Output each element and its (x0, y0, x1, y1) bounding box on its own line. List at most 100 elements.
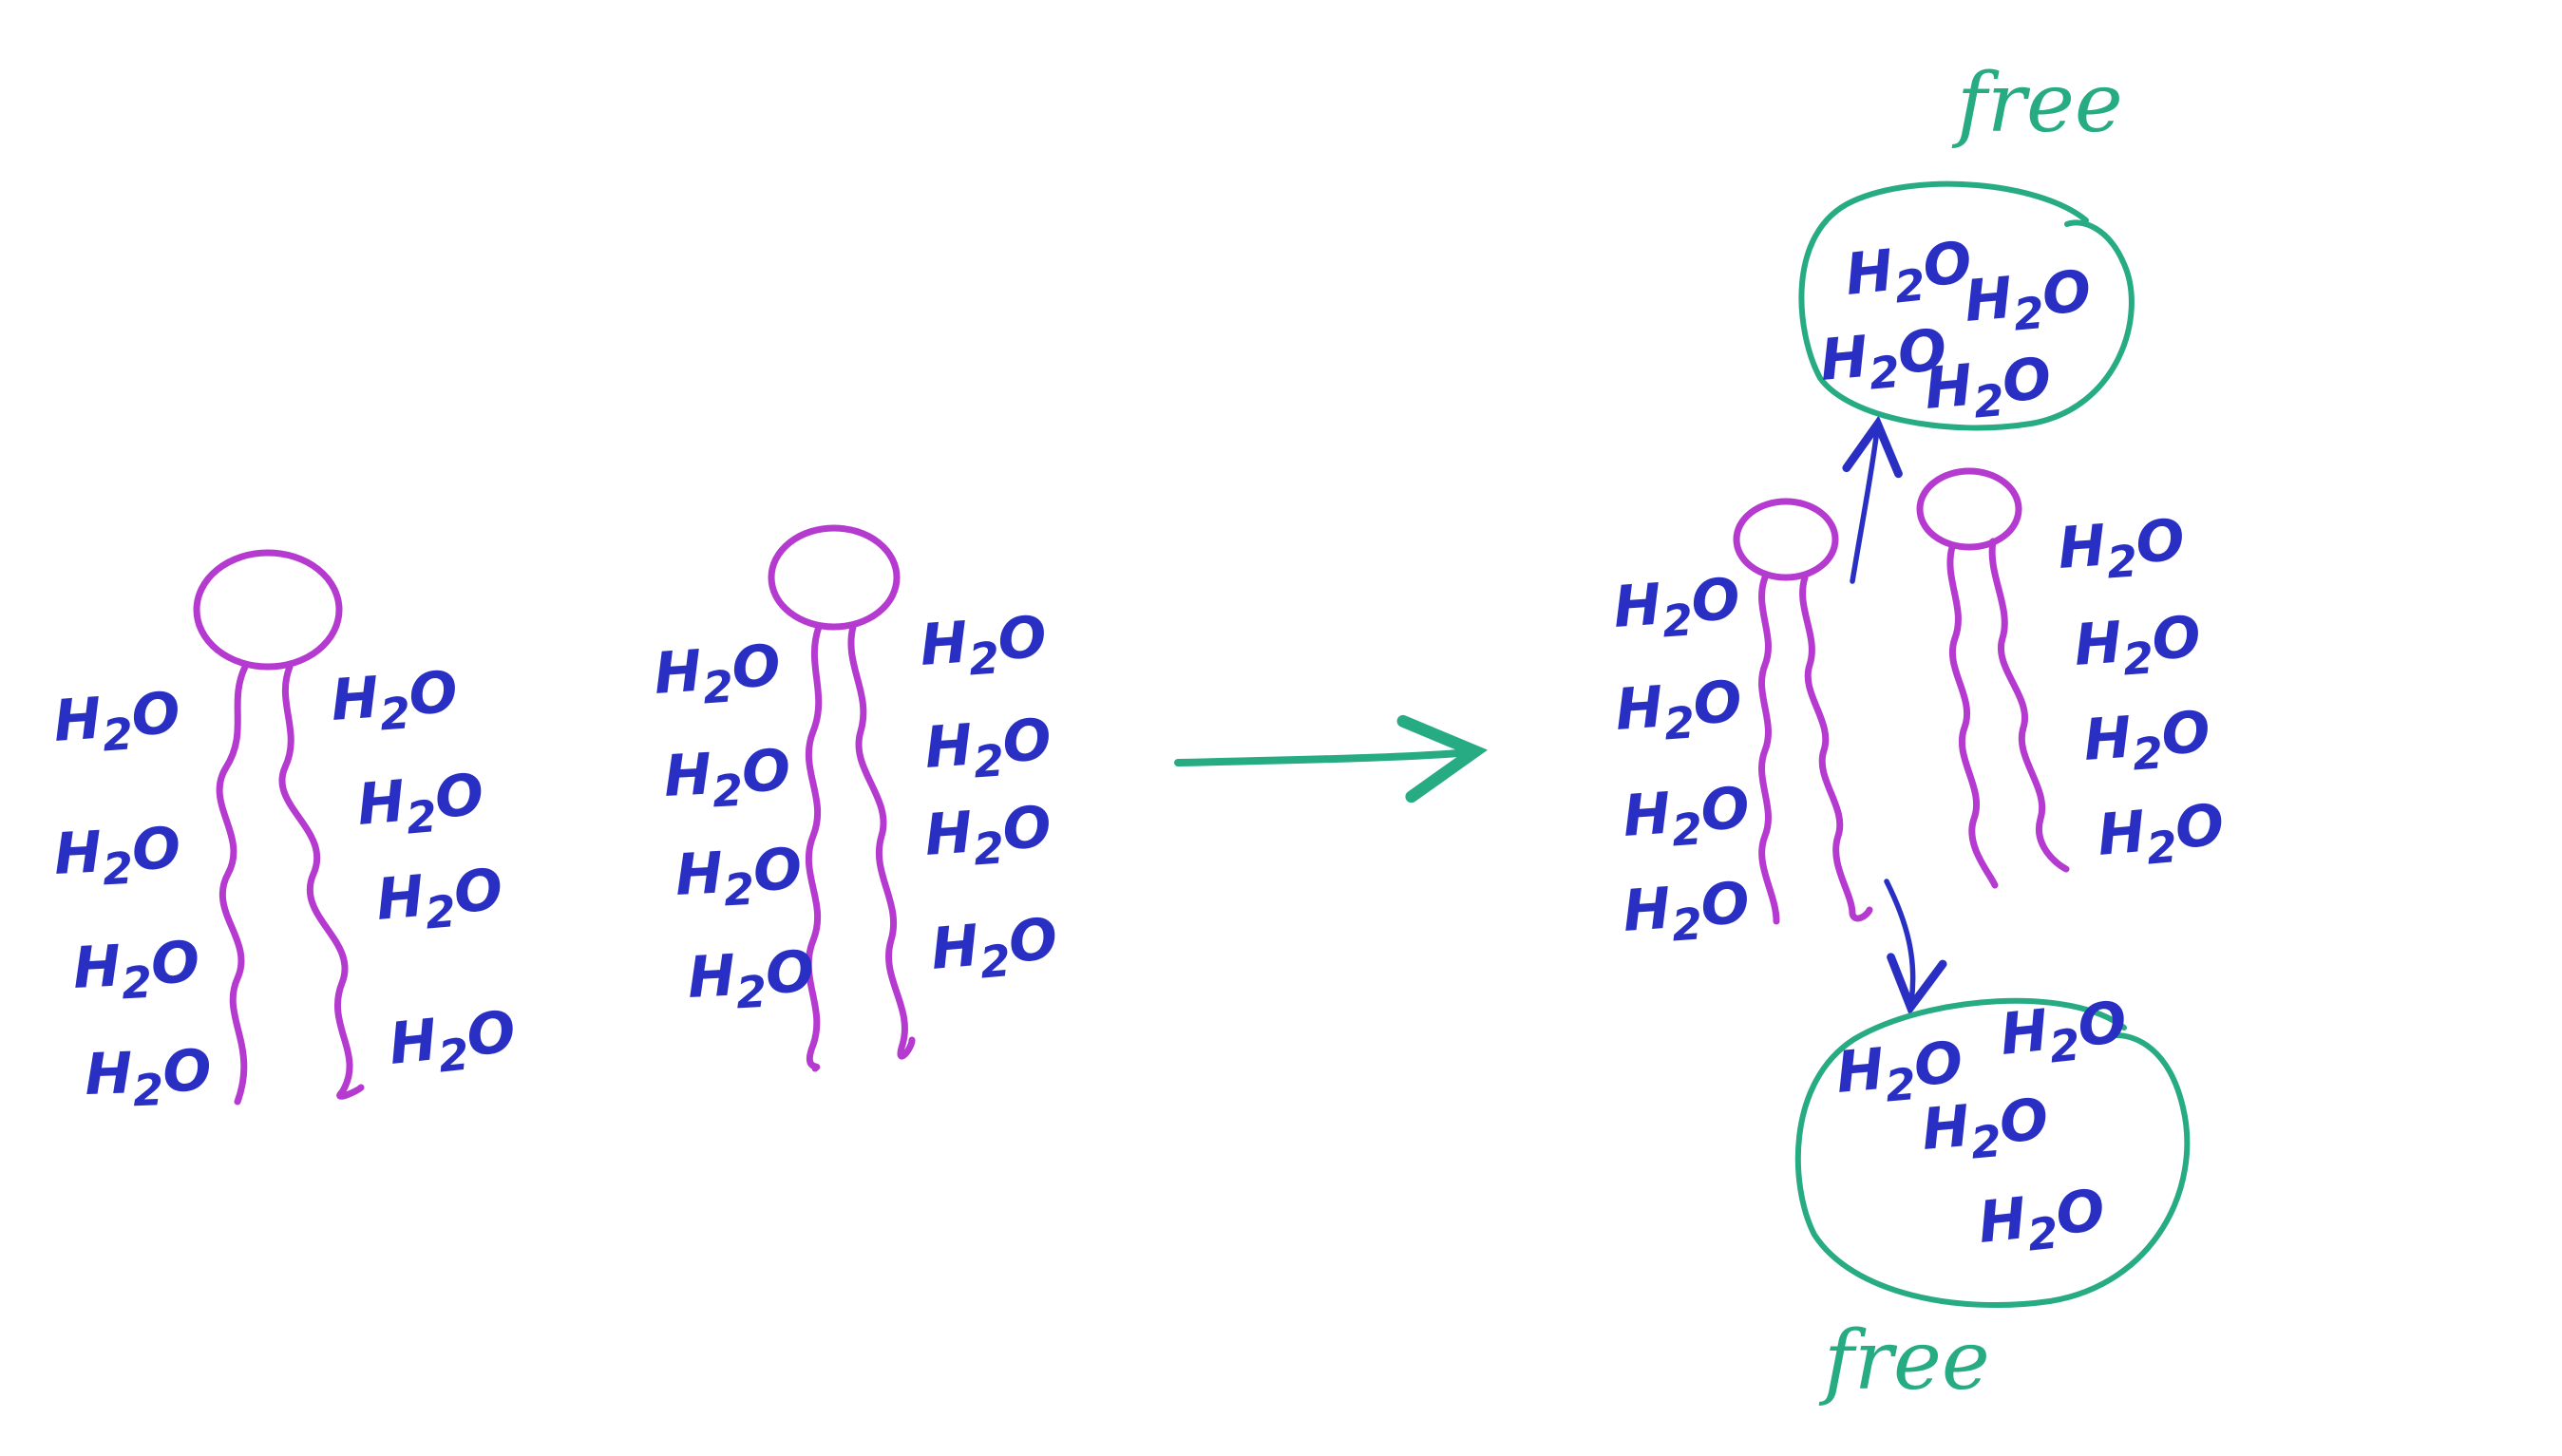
water-label-h: H (354, 768, 408, 839)
lipid-molecule-1 (193, 549, 365, 1106)
water-label-subscript: 2 (1892, 259, 1927, 313)
water-label-h: H (1611, 572, 1663, 641)
lipid-tail-3a (1758, 574, 1780, 925)
water-label-16: H2O (928, 906, 1061, 993)
water-label-8: H2O (386, 998, 520, 1087)
release-arrow-down (1884, 879, 1947, 1016)
water-label-subscript: 2 (1670, 898, 1704, 951)
water-label-o: O (1000, 707, 1053, 776)
water-label-4: H2O (354, 762, 487, 848)
water-label-h: H (922, 712, 975, 782)
water-label-subscript: 2 (132, 1064, 164, 1116)
water-label-h: H (1997, 997, 2051, 1068)
water-label-subscript: 2 (1972, 374, 2007, 428)
water-label-h: H (674, 840, 725, 909)
water-label-subscript: 2 (1969, 1115, 2004, 1169)
water-label-h: H (928, 913, 981, 983)
transition-arrow (1174, 714, 1489, 804)
water-label-h: H (386, 1007, 440, 1078)
water-label-h: H (1833, 1036, 1887, 1106)
release-arrow-up (1842, 415, 1903, 584)
water-label-h: H (1613, 674, 1665, 744)
water-label-o: O (1000, 794, 1053, 863)
water-label-1: H2O (51, 680, 183, 765)
water-label-h: H (2081, 705, 2134, 774)
water-label-subscript: 2 (101, 708, 135, 761)
water-label-subscript: 2 (735, 966, 769, 1019)
water-label-h: H (1919, 1093, 1972, 1163)
lipid-molecule-3 (1733, 498, 1873, 925)
water-label-o: O (764, 938, 816, 1008)
lipid-tail-3b (1799, 574, 1873, 922)
water-label-o: O (451, 857, 505, 927)
water-label-22: H2O (2072, 604, 2204, 689)
water-label-o: O (751, 836, 804, 905)
water-label-o: O (740, 737, 792, 806)
water-label-h: H (1621, 781, 1673, 850)
water-label-2: H2O (329, 659, 461, 744)
water-label-subscript: 2 (1670, 803, 1704, 856)
water-label-h: H (686, 942, 737, 1012)
water-label-o: O (1920, 229, 1975, 300)
lipid-head-3 (1733, 498, 1839, 581)
water-label-28: H2O (1922, 346, 2055, 432)
water-label-19: H2O (1621, 775, 1753, 860)
water-label-subscript: 2 (1661, 594, 1695, 647)
arrows (1174, 415, 1947, 1016)
water-label-subscript: 2 (424, 885, 459, 939)
water-label-h: H (918, 610, 970, 679)
water-label-subscript: 2 (723, 863, 756, 917)
lipid-tail-2b (847, 623, 916, 1060)
water-label-o: O (2150, 604, 2203, 673)
water-label-h: H (2072, 610, 2124, 679)
water-label-11: H2O (662, 737, 792, 820)
free-label-bottom: free (1818, 1314, 1990, 1409)
water-label-o: O (2159, 699, 2212, 768)
lipid-tail-4b (1988, 538, 2070, 873)
water-label-h: H (52, 819, 104, 888)
water-label-h: H (71, 933, 123, 1002)
water-label-o: O (2075, 989, 2130, 1060)
water-label-h: H (329, 665, 381, 734)
water-label-12: H2O (922, 707, 1054, 791)
lipid-head-2 (768, 524, 901, 631)
water-label-h: H (1962, 265, 2015, 335)
water-label-o: O (1689, 566, 1742, 635)
water-label-25: H2O (1842, 229, 1976, 317)
water-label-subscript: 2 (2012, 287, 2047, 341)
water-label-o: O (2134, 507, 2187, 577)
water-label-h: H (2095, 799, 2148, 869)
water-label-subscript: 2 (978, 935, 1014, 989)
water-label-30: H2O (1997, 989, 2131, 1077)
water-label-subscript: 2 (2145, 821, 2180, 875)
water-label-subscript: 2 (1868, 346, 1903, 400)
water-label-subscript: 2 (712, 765, 745, 818)
lipid-molecules (193, 467, 2070, 1106)
water-label-20: H2O (1621, 870, 1753, 955)
water-label-o: O (1006, 906, 1060, 976)
water-label-subscript: 2 (121, 956, 154, 1010)
water-label-subscript: 2 (378, 687, 412, 740)
free-label-top: free (1951, 56, 2123, 151)
water-label-h: H (662, 741, 713, 810)
water-label-18: H2O (1613, 669, 1745, 753)
water-label-o: O (1691, 669, 1744, 738)
water-label-21: H2O (2056, 507, 2188, 592)
free-water-circle-bottom (1794, 997, 2191, 1309)
water-label-27: H2O (1817, 317, 1950, 404)
lipid-molecule-2 (768, 524, 916, 1072)
water-label-subscript: 2 (2047, 1019, 2082, 1073)
water-label-subscript: 2 (2105, 535, 2139, 588)
lipid-tail-1a (216, 663, 249, 1106)
water-label-5: H2O (71, 929, 201, 1012)
water-label-subscript: 2 (405, 790, 440, 844)
water-label-h: H (1842, 237, 1896, 309)
water-label-6: H2O (373, 857, 506, 943)
water-label-o: O (2040, 258, 2094, 329)
water-label-31: H2O (1919, 1087, 2052, 1173)
water-label-10: H2O (918, 604, 1050, 689)
water-label-13: H2O (674, 836, 804, 918)
water-label-subscript: 2 (972, 734, 1006, 787)
